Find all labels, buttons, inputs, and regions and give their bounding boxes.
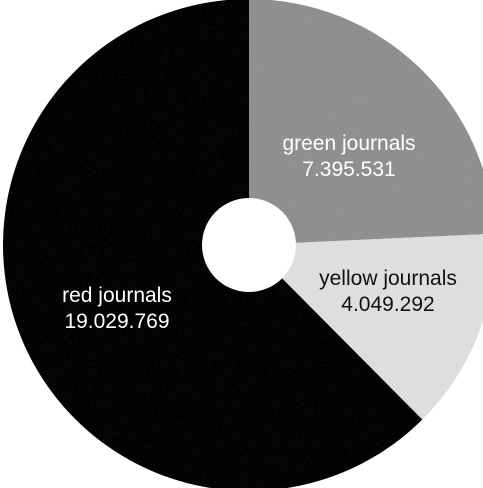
slice-label-yellow-journals: yellow journals: [319, 267, 457, 290]
slice-value-green-journals: 7.395.531: [302, 158, 395, 181]
slice-label-red-journals: red journals: [62, 284, 172, 307]
donut-hole: [202, 198, 296, 292]
slice-green-journals: [249, 0, 483, 245]
slice-value-yellow-journals: 4.049.292: [341, 293, 434, 316]
slice-label-green-journals: green journals: [282, 132, 415, 155]
labels-layer: green journals 7.395.531 yellow journals 4.…: [62, 132, 457, 333]
slice-yellow-journals: [249, 234, 483, 420]
slice-value-red-journals: 19.029.769: [64, 310, 169, 333]
